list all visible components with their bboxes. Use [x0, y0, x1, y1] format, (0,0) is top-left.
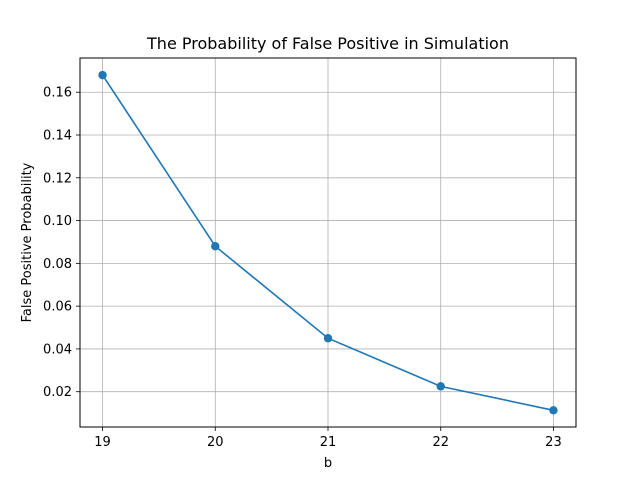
- y-tick-label: 0.04: [43, 342, 72, 357]
- axis-ticks: 19 20 21 22 23 0.02 0.04 0.06 0.08 0.10 0.12 0.14 0.…: [43, 86, 562, 450]
- y-tick-label: 0.06: [43, 300, 72, 315]
- x-tick-label: 23: [545, 435, 562, 450]
- y-tick-label: 0.12: [43, 171, 72, 186]
- data-point: [211, 242, 220, 251]
- y-tick-label: 0.10: [43, 214, 72, 229]
- data-series: [98, 70, 558, 415]
- data-point: [98, 70, 107, 80]
- y-tick-label: 0.08: [43, 257, 72, 272]
- chart-title: The Probability of False Positive in Sim…: [146, 34, 509, 53]
- y-tick-label: 0.14: [43, 129, 72, 144]
- data-point: [436, 382, 445, 391]
- x-tick-label: 19: [94, 435, 111, 450]
- data-point: [549, 406, 558, 415]
- y-axis-title: False Positive Probability: [20, 162, 35, 322]
- x-tick-label: 20: [207, 435, 224, 450]
- x-tick-label: 22: [432, 435, 449, 450]
- y-tick-label: 0.02: [43, 385, 72, 400]
- x-tick-label: 21: [320, 435, 337, 450]
- y-tick-label: 0.16: [43, 86, 72, 101]
- data-point: [323, 334, 333, 343]
- x-axis-title: b: [324, 456, 332, 471]
